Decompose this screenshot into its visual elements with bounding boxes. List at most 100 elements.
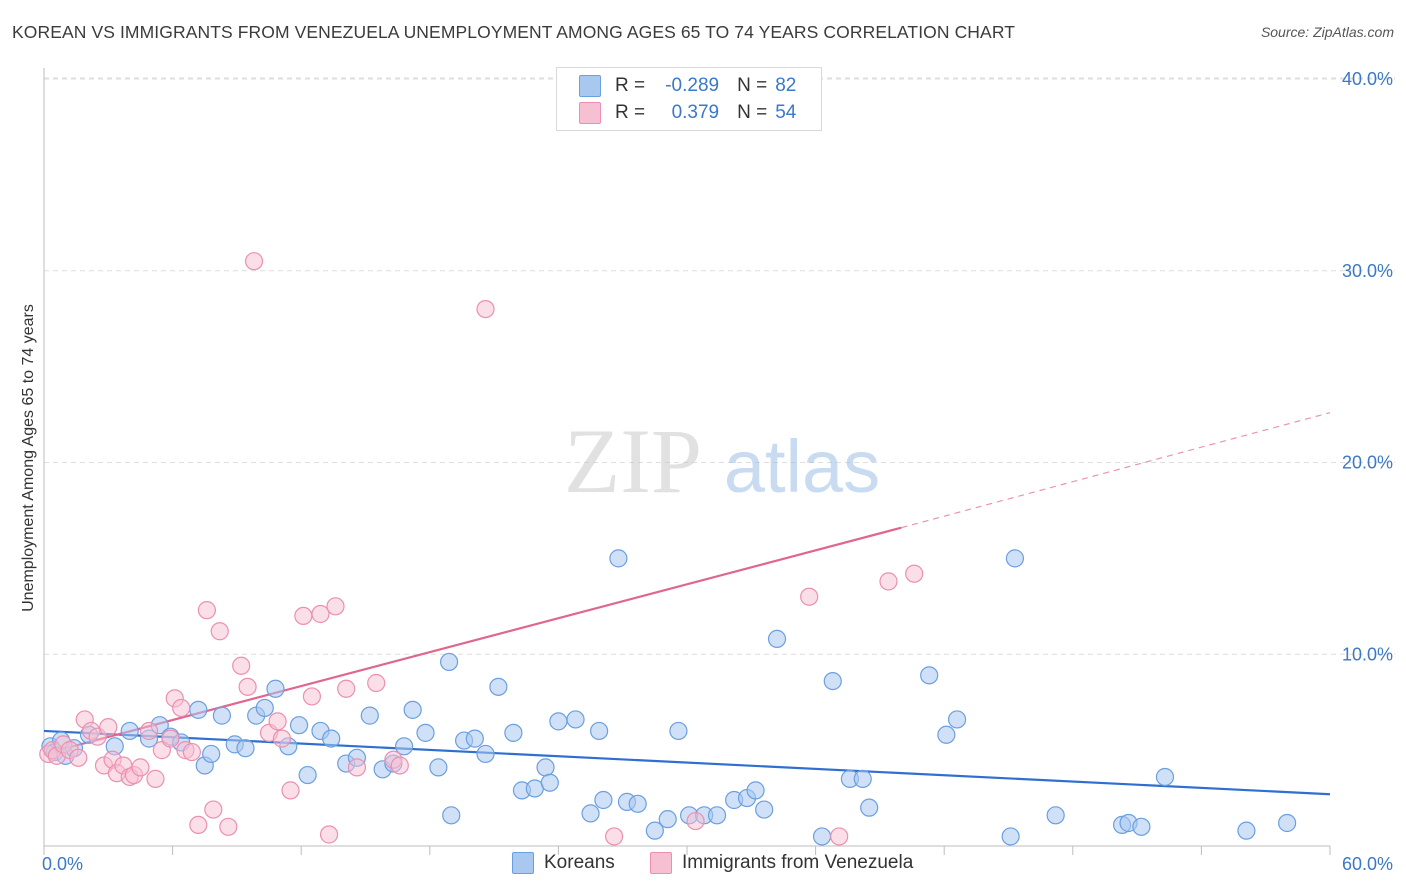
venezuela-point — [905, 564, 924, 583]
venezuela-point — [347, 758, 367, 777]
n-label: N = — [737, 102, 768, 123]
legend-item-venezuela: Immigrants from Venezuela — [650, 852, 913, 874]
korean-point — [403, 700, 422, 719]
venezuela-point — [686, 811, 705, 831]
venezuela-point — [281, 781, 300, 800]
y-tick-label: 30.0% — [1342, 261, 1393, 281]
venezuela-point — [879, 572, 898, 591]
korean-point — [566, 710, 585, 729]
korean-point — [937, 725, 956, 744]
venezuela-point — [69, 748, 88, 767]
korean-point — [628, 794, 647, 813]
venezuela-point — [294, 606, 313, 626]
venezuela-point — [390, 756, 409, 775]
chart-title: KOREAN VS IMMIGRANTS FROM VENEZUELA UNEM… — [12, 22, 1016, 42]
korean-point — [429, 758, 448, 777]
y-tick-label: 40.0% — [1342, 69, 1393, 89]
venezuela-point — [182, 742, 201, 762]
korean-point — [266, 679, 285, 698]
n-value: 54 — [775, 102, 797, 123]
korean-point — [489, 677, 508, 696]
korean-point — [658, 810, 677, 829]
venezuela-point — [139, 721, 159, 741]
venezuela-point — [197, 601, 216, 620]
korean-point — [1046, 806, 1065, 825]
korean-point — [255, 698, 274, 718]
venezuela-point — [311, 604, 330, 624]
legend-row-venezuela: R = 0.379 N = 54 — [579, 100, 796, 126]
watermark-atlas: atlas — [724, 425, 880, 508]
korean-point — [212, 706, 231, 725]
korean-point — [594, 790, 613, 810]
venezuela-point — [476, 300, 495, 319]
korean-point — [189, 700, 208, 719]
legend-item-koreans: Koreans — [512, 852, 615, 874]
venezuela-point — [367, 673, 386, 693]
korean-point — [609, 549, 628, 568]
korean-point — [1001, 827, 1020, 846]
venezuela-trend-extension — [901, 412, 1331, 529]
korean-point — [465, 729, 484, 748]
korean-point — [360, 706, 379, 725]
venezuela-point — [319, 825, 339, 844]
korean-point — [853, 769, 872, 788]
venezuela-point — [99, 718, 118, 737]
correlation-legend: R = -0.289 N = 82 R = 0.379 N = 54 — [556, 67, 822, 131]
korean-point — [439, 652, 459, 672]
korean-point — [416, 723, 435, 742]
korean-point — [746, 781, 765, 800]
venezuela-point — [244, 252, 264, 271]
venezuela-point — [210, 622, 229, 641]
korean-point — [581, 804, 600, 823]
koreans-swatch — [579, 75, 601, 97]
korean-point — [202, 744, 221, 764]
venezuela-point — [268, 712, 287, 731]
korean-point — [540, 773, 559, 792]
korean-point — [476, 744, 495, 764]
legend-row-koreans: R = -0.289 N = 82 — [579, 73, 796, 99]
korean-point — [947, 710, 967, 729]
korean-point — [549, 712, 568, 731]
korean-point — [394, 737, 414, 756]
korean-point — [645, 821, 664, 840]
koreans-swatch — [512, 852, 534, 874]
korean-point — [1005, 549, 1025, 568]
korean-point — [767, 629, 787, 649]
y-tick-label: 10.0% — [1342, 644, 1393, 664]
venezuela-point — [302, 687, 322, 706]
korean-point — [707, 806, 727, 825]
venezuela-point — [238, 677, 257, 696]
venezuela-point — [219, 817, 238, 836]
venezuela-point — [204, 800, 223, 819]
venezuela-point — [337, 679, 356, 698]
korean-point — [1132, 817, 1151, 836]
korean-point — [442, 806, 461, 825]
korean-point — [823, 671, 842, 691]
korean-point — [1278, 813, 1297, 833]
korean-point — [920, 666, 939, 685]
x-tick-label: 60.0% — [1342, 854, 1393, 874]
venezuela-swatch — [650, 852, 672, 874]
korean-point — [236, 739, 255, 758]
venezuela-trend-line — [43, 526, 902, 756]
korean-point — [590, 721, 609, 741]
korean-point — [289, 716, 309, 735]
venezuela-point — [146, 769, 165, 788]
r-value: 0.379 — [671, 102, 720, 123]
korean-point — [120, 721, 139, 741]
venezuela-point — [189, 815, 208, 835]
r-value: -0.289 — [665, 75, 720, 96]
venezuela-point — [830, 827, 849, 846]
korean-point — [755, 800, 774, 819]
venezuela-point — [605, 827, 624, 846]
korean-point — [669, 721, 688, 741]
korean-point — [536, 758, 555, 777]
korean-point — [860, 798, 879, 817]
watermark: ZIP atlas — [564, 410, 880, 512]
source-label: Source: ZipAtlas.com — [1260, 24, 1394, 40]
venezuela-point — [161, 729, 180, 748]
n-value: 82 — [775, 75, 797, 96]
korean-point — [298, 765, 317, 785]
n-label: N = — [737, 75, 768, 96]
